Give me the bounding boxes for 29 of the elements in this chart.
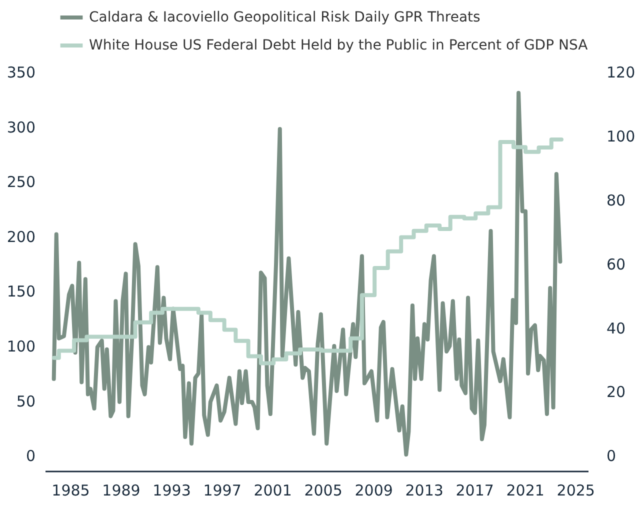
y-tick-label: 100 [6,338,36,356]
y2-tick-label: 120 [606,64,636,82]
x-tick-label: 1993 [152,482,191,500]
y-tick-label: 150 [6,282,36,301]
x-tick-label: 2009 [354,482,393,500]
y-tick-label: 250 [6,173,36,192]
x-tick-label: 2021 [506,482,544,500]
x-tick-label: 2017 [456,482,494,500]
y-tick-label: 200 [6,228,36,246]
x-tick-label: 2001 [254,482,292,500]
x-tick-label: 2025 [556,482,595,500]
y-tick-label: 300 [6,118,36,136]
x-tick-label: 1989 [102,482,140,500]
x-tick-label: 1985 [52,482,90,500]
y2-tick-label: 60 [606,255,626,274]
y2-tick-label: 20 [606,383,626,402]
legend-label: Caldara & Iacoviello Geopolitical Risk Daily GPR Threats [89,10,480,26]
x-tick-label: 2013 [405,482,444,500]
line-series [52,90,562,457]
x-tick-label: 2005 [304,482,342,500]
y-tick-label: 50 [16,392,36,410]
y2-tick-label: 0 [606,447,616,466]
y2-tick-label: 80 [606,191,626,210]
x-tick-label: 1997 [203,482,242,500]
y-tick-label: 350 [6,64,36,82]
y-tick-label: 0 [26,447,36,466]
y2-tick-label: 100 [606,127,636,146]
legend-label: White House US Federal Debt Held by the Public in Percent of GDP NSA [89,38,588,54]
y2-tick-label: 40 [606,319,626,338]
